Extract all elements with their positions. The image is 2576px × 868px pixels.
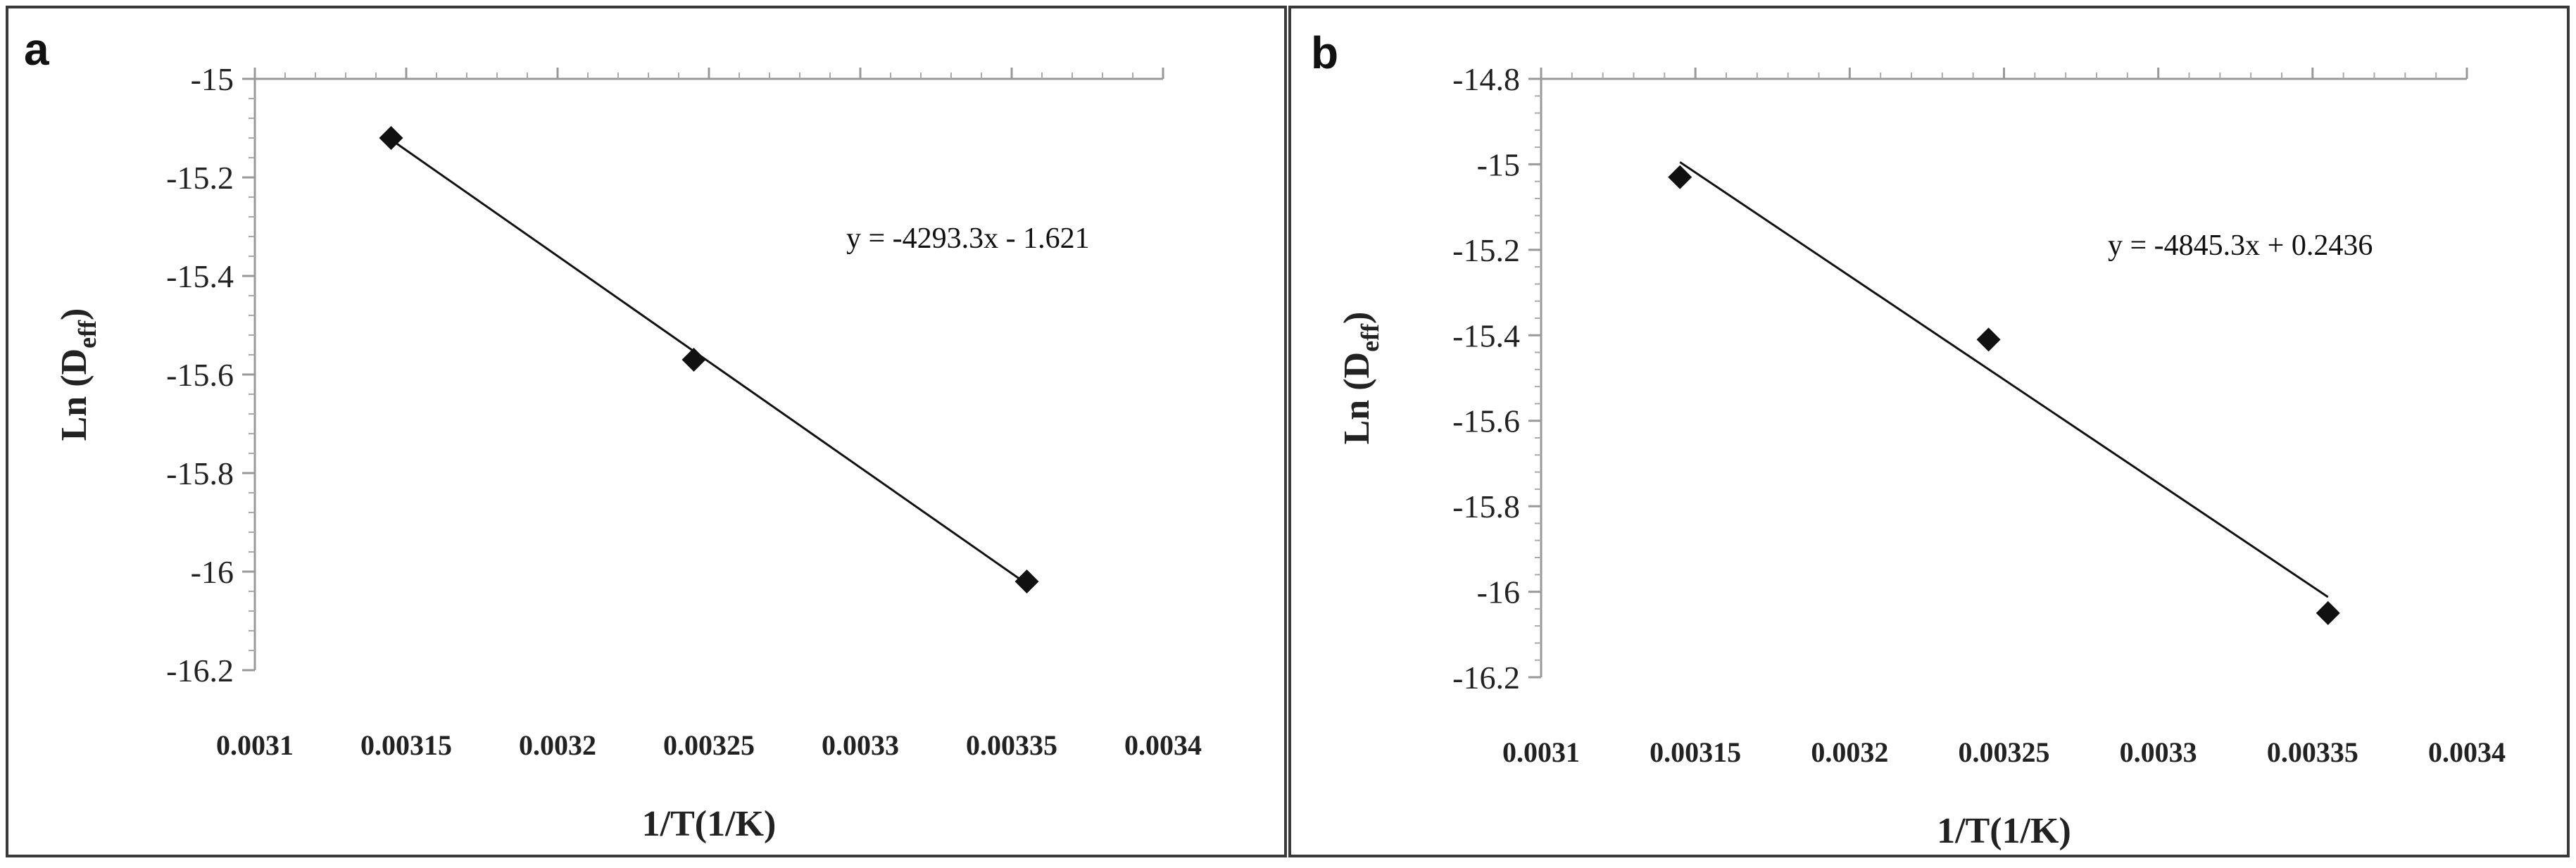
x-tick-label: 0.0031 xyxy=(1502,736,1580,768)
y-tick-label: -15.6 xyxy=(166,357,234,393)
x-tick-label: 0.00315 xyxy=(360,729,452,761)
chart-panel-a: a -15 -15.2 -15.4 -15.6 -15.8 -16 -16.2 0.0031 0.… xyxy=(6,6,1287,857)
y-axis-title-main: Ln (D xyxy=(1337,352,1377,444)
y-tick-label: -15.2 xyxy=(1452,232,1520,268)
chart-b-svg: b -14.8 -15 -15.2 -15.4 -15.6 -15.8 -16 -16.2 0.0… xyxy=(1311,27,2506,851)
x-tick-label: 0.0031 xyxy=(216,729,294,761)
x-tick-label: 0.0032 xyxy=(1811,736,1888,768)
data-point xyxy=(2316,600,2340,625)
x-tick-label: 0.0034 xyxy=(2428,736,2506,768)
y-tick-label: -15 xyxy=(191,61,234,97)
panel-label: b xyxy=(1311,27,1338,78)
chart-a-svg: a -15 -15.2 -15.4 -15.6 -15.8 -16 -16.2 0.0031 0.… xyxy=(24,24,1202,844)
y-tick-label: -16.2 xyxy=(166,653,234,688)
y-axis-title-sub: eff xyxy=(73,320,101,348)
y-tick-label: -15.8 xyxy=(1452,489,1520,524)
y-tick-label: -15 xyxy=(1477,146,1520,182)
trendline xyxy=(390,139,1028,585)
x-tick-label: 0.00335 xyxy=(2267,736,2358,768)
x-tick-label: 0.00315 xyxy=(1650,736,1741,768)
x-tick-label: 0.00325 xyxy=(1959,736,2050,768)
y-tick-label: -15.4 xyxy=(166,258,234,294)
x-tick-label: 0.0034 xyxy=(1124,729,1202,761)
data-point xyxy=(1668,165,1692,189)
x-tick-label: 0.0033 xyxy=(822,729,899,761)
chart-panel-b: b -14.8 -15 -15.2 -15.4 -15.6 -15.8 -16 -16.2 0.0… xyxy=(1288,6,2570,857)
data-point xyxy=(1976,327,2001,352)
y-tick-label: -16.2 xyxy=(1452,660,1520,696)
x-tick-label: 0.00325 xyxy=(663,729,755,761)
y-tick-label: -15.6 xyxy=(1452,403,1520,439)
data-point xyxy=(1014,570,1039,593)
x-tick-label: 0.0033 xyxy=(2120,736,2197,768)
y-tick-label: -15.2 xyxy=(166,160,234,196)
y-tick-label: -16 xyxy=(191,554,234,590)
panel-label: a xyxy=(24,24,49,75)
y-axis-title-main: Ln (D xyxy=(54,348,94,441)
y-axis-title-sub: eff xyxy=(1356,323,1384,352)
y-axis-title-close: ) xyxy=(54,308,94,320)
y-tick-label: -16 xyxy=(1477,574,1520,610)
y-axis-title: Ln (Deff) xyxy=(1337,312,1384,445)
trendline-equation: y = -4293.3x - 1.621 xyxy=(846,222,1090,255)
y-tick-label: -14.8 xyxy=(1452,61,1520,97)
y-axis-title: Ln (Deff) xyxy=(54,308,101,441)
data-point xyxy=(681,348,706,372)
x-tick-label: 0.0032 xyxy=(519,729,596,761)
trendline xyxy=(1679,161,2329,598)
y-axis-title-close: ) xyxy=(1337,312,1377,324)
x-axis-title: 1/T(1/K) xyxy=(642,804,777,844)
x-axis-title: 1/T(1/K) xyxy=(1937,811,2071,851)
y-tick-label: -15.8 xyxy=(166,455,234,491)
y-tick-label: -15.4 xyxy=(1452,317,1520,353)
data-point xyxy=(379,126,403,150)
x-tick-label: 0.00335 xyxy=(966,729,1057,761)
trendline-equation: y = -4845.3x + 0.2436 xyxy=(2108,229,2373,262)
